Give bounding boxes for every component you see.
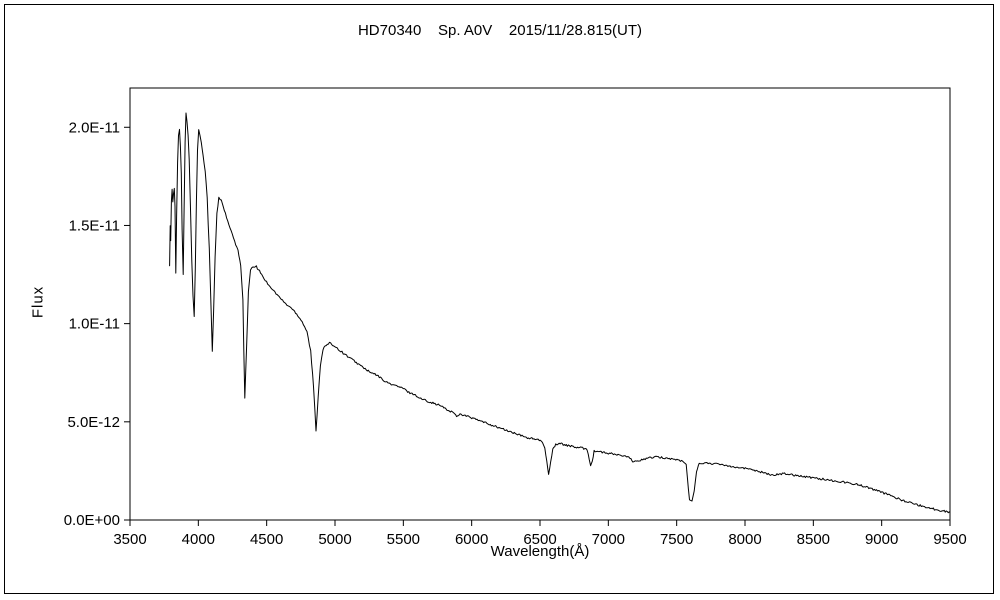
x-tick-label: 5000 <box>318 531 351 548</box>
x-tick-label: 9000 <box>865 531 898 548</box>
chart-title: HD70340 Sp. A0V 2015/11/28.815(UT) <box>357 22 643 39</box>
x-tick-label: 5500 <box>387 531 420 548</box>
x-tick-label: 8000 <box>728 531 761 548</box>
x-tick-label: 3500 <box>113 531 146 548</box>
y-tick-label: 5.0E-12 <box>67 414 120 431</box>
x-tick-label: 6000 <box>455 531 488 548</box>
x-tick-label: 7500 <box>660 531 693 548</box>
plot-box <box>129 87 951 521</box>
y-tick-label: 2.0E-11 <box>69 119 120 136</box>
x-tick-label: 4000 <box>182 531 215 548</box>
x-tick-label: 7000 <box>592 531 625 548</box>
spectrum-line <box>169 112 951 514</box>
y-tick-label: 1.0E-11 <box>69 316 120 333</box>
x-tick-label: 6500 <box>523 531 556 548</box>
y-tick-label: 0.0E+00 <box>64 512 120 529</box>
outer-border <box>4 4 994 594</box>
x-tick-label: 8500 <box>797 531 830 548</box>
x-axis-label: Wavelength(Å) <box>490 543 590 560</box>
y-tick-label: 1.5E-11 <box>69 217 120 234</box>
x-tick-label: 4500 <box>250 531 283 548</box>
x-tick-label: 9500 <box>933 531 966 548</box>
